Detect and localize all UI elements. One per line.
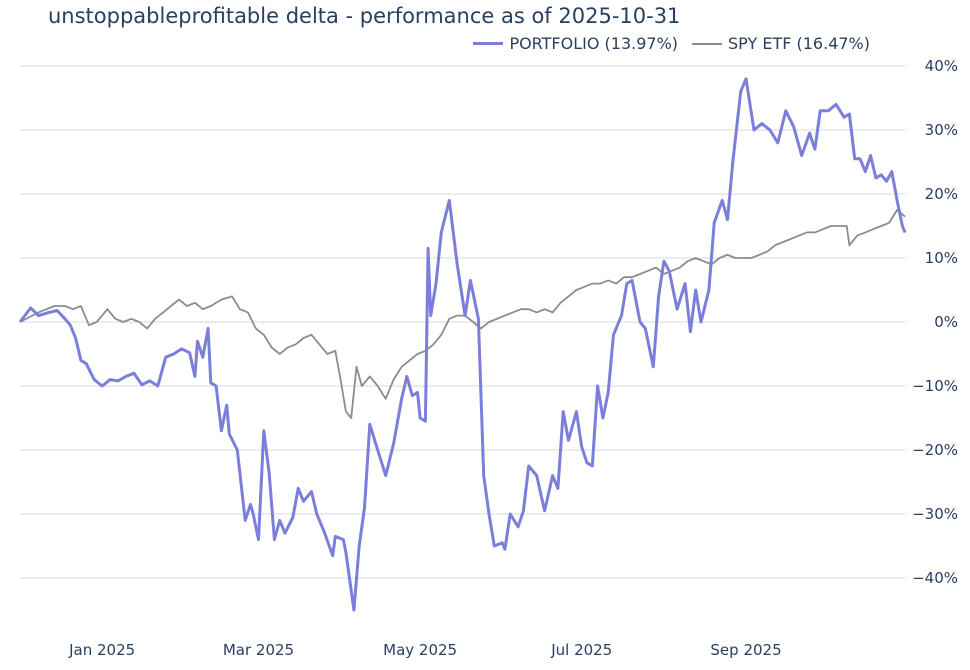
x-tick-label: May 2025: [383, 641, 457, 659]
legend-item-spy[interactable]: SPY ETF (16.47%): [692, 34, 870, 53]
legend-label-spy: SPY ETF (16.47%): [728, 34, 870, 53]
legend-label-portfolio: PORTFOLIO (13.97%): [509, 34, 679, 53]
x-tick-label: Sep 2025: [710, 641, 781, 659]
legend-swatch-portfolio: [473, 42, 504, 45]
legend: PORTFOLIO (13.97%) SPY ETF (16.47%): [473, 34, 870, 53]
series-lines: [18, 77, 907, 612]
grid-lines: [20, 65, 905, 579]
legend-item-portfolio[interactable]: PORTFOLIO (13.97%): [473, 34, 678, 53]
y-tick-label: 30%: [925, 121, 958, 139]
y-tick-label: −10%: [912, 377, 958, 395]
y-tick-label: 40%: [925, 57, 958, 75]
y-tick-label: −40%: [912, 569, 958, 587]
series-line-portfolio: [18, 77, 907, 612]
y-tick-label: −20%: [912, 441, 958, 459]
x-tick-label: Jan 2025: [68, 641, 135, 659]
y-tick-label: 10%: [925, 249, 958, 267]
chart-title: unstoppableprofitable delta - performanc…: [48, 4, 681, 28]
legend-swatch-spy: [692, 42, 723, 45]
x-axis-tick-labels: Jan 2025 Mar 2025 May 2025 Jul 2025 Sep 2025: [68, 641, 782, 659]
x-tick-label: Mar 2025: [223, 641, 294, 659]
x-tick-label: Jul 2025: [550, 641, 612, 659]
y-tick-label: 0%: [934, 313, 958, 331]
y-axis-tick-labels: 40% 30% 20% 10% 0% −10% −20% −30% −40%: [912, 57, 958, 587]
series-line-spy: [19, 209, 906, 419]
y-tick-label: 20%: [925, 185, 958, 203]
y-tick-label: −30%: [912, 505, 958, 523]
